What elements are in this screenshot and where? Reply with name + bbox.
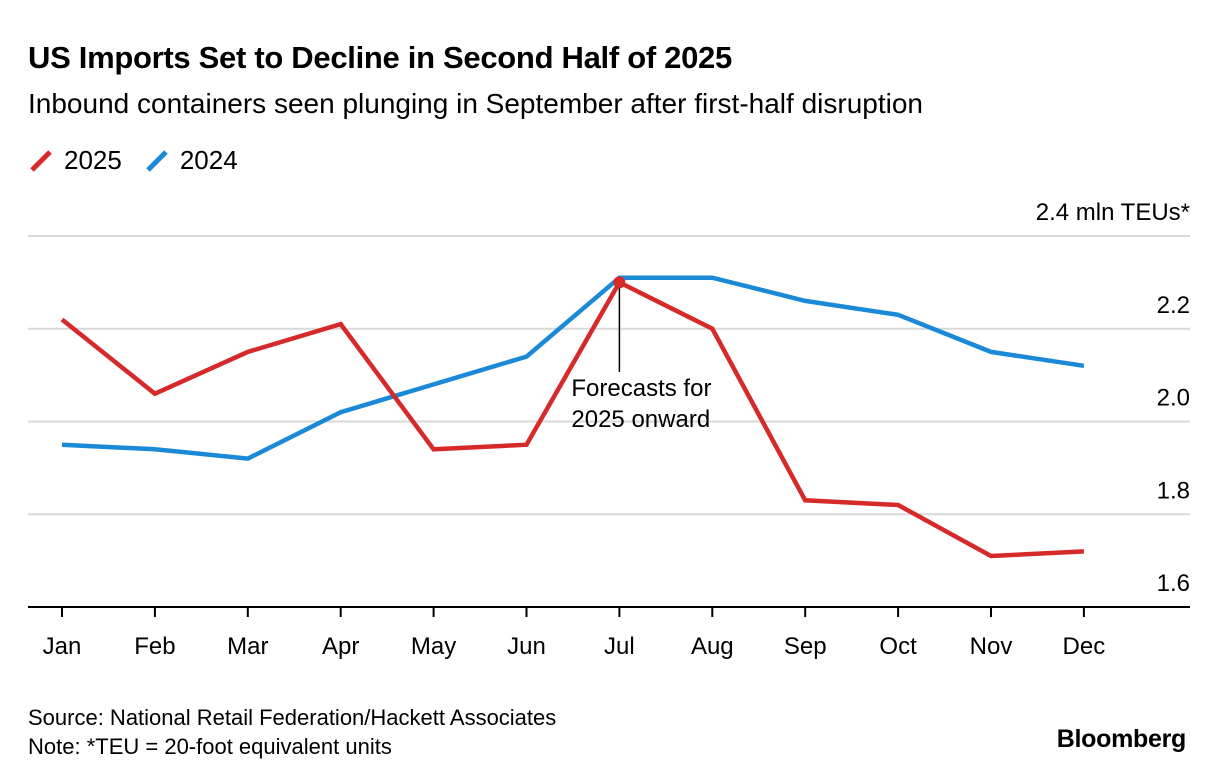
x-tick-label: Dec xyxy=(1063,633,1106,660)
axis-labels: 2.4 mln TEUs* 2.2 2.0 1.8 1.6 Jan Feb Mar Apr May… xyxy=(43,199,1190,660)
annotation: Forecasts for 2025 onward xyxy=(571,276,711,433)
legend-item-2025: 2025 xyxy=(28,145,122,176)
y-tick-label: 2.2 xyxy=(1157,292,1190,319)
x-tick-label: Jun xyxy=(507,633,546,660)
series-lines xyxy=(60,275,1085,559)
x-tick-label: Oct xyxy=(879,633,917,660)
x-tick-label: Aug xyxy=(691,633,734,660)
y-tick-label: 2.0 xyxy=(1157,385,1190,412)
legend: 2025 2024 xyxy=(28,145,260,176)
x-tick-label: Sep xyxy=(784,633,827,660)
x-tick-label: Mar xyxy=(227,633,268,660)
annotation-text-line2: 2025 onward xyxy=(571,406,710,433)
legend-label-2025: 2025 xyxy=(64,145,122,175)
series-line-2025 xyxy=(60,279,1085,559)
annotation-text-line1: Forecasts for xyxy=(571,375,711,402)
x-tick-label: Jul xyxy=(604,633,635,660)
unit-label: 2.4 mln TEUs* xyxy=(1036,199,1190,226)
x-tick-label: Apr xyxy=(322,633,359,660)
x-tick-label: May xyxy=(411,633,456,660)
series-line-2024 xyxy=(61,275,1085,461)
legend-item-2024: 2024 xyxy=(144,145,238,176)
gridlines xyxy=(28,235,1190,516)
source-note: Source: National Retail Federation/Hacke… xyxy=(28,705,557,730)
y-tick-label: 1.8 xyxy=(1157,477,1190,504)
chart-title: US Imports Set to Decline in Second Half… xyxy=(28,40,732,75)
footer: Source: National Retail Federation/Hacke… xyxy=(28,703,556,761)
x-tick-label: Jan xyxy=(43,633,82,660)
annotation-marker xyxy=(613,276,626,289)
y-tick-label: 1.6 xyxy=(1157,570,1190,597)
bloomberg-logo: Bloomberg xyxy=(1056,725,1187,753)
legend-swatch-2024 xyxy=(146,149,168,172)
x-tick-label: Feb xyxy=(134,633,175,660)
legend-swatch-2025 xyxy=(30,149,52,172)
x-axis xyxy=(28,606,1190,617)
x-tick-label: Nov xyxy=(970,633,1013,660)
legend-label-2024: 2024 xyxy=(179,145,238,175)
chart-subtitle: Inbound containers seen plunging in Sept… xyxy=(28,88,923,119)
teu-note: Note: *TEU = 20-foot equivalent units xyxy=(28,734,392,759)
